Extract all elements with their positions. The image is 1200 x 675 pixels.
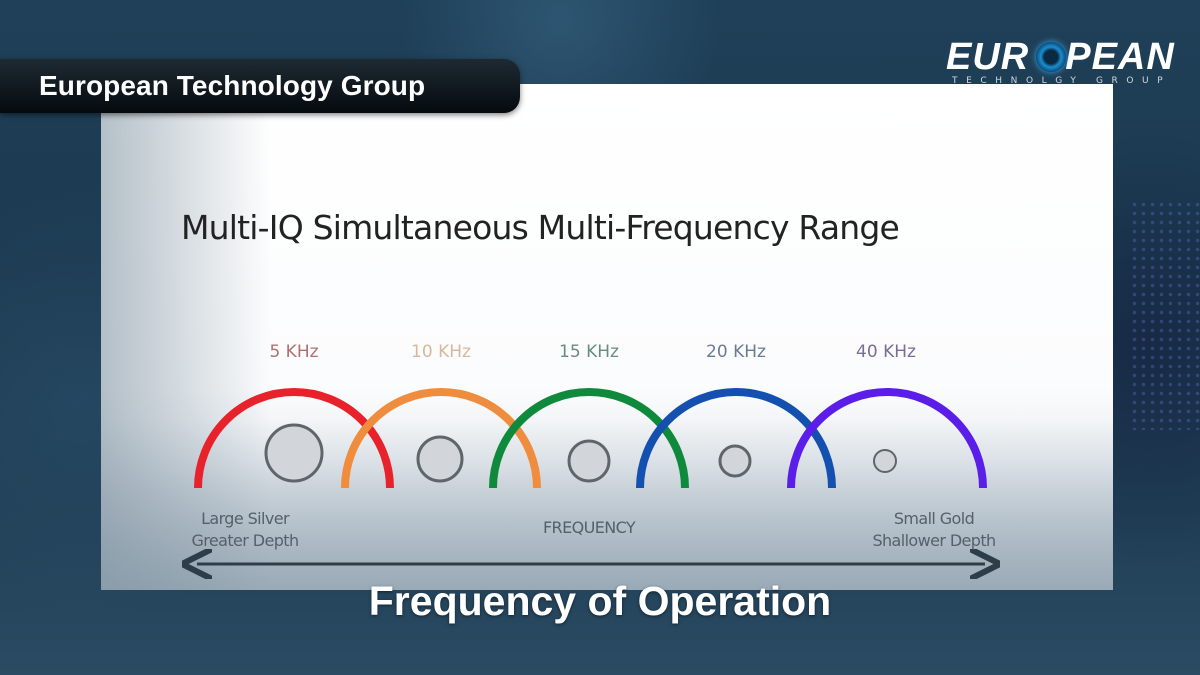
arc-5khz <box>194 388 394 489</box>
right-label-line2: Shallower Depth <box>872 531 996 550</box>
target-medium <box>567 439 611 483</box>
target-medium-large <box>416 435 464 483</box>
frequency-label-20khz: 20 KHz <box>706 342 766 362</box>
frequency-arcs-diagram <box>101 388 1113 590</box>
logo-wordmark: EUR PEAN <box>946 38 1175 76</box>
frequency-label-40khz: 40 KHz <box>856 342 916 362</box>
right-depth-label: Small Gold Shallower Depth <box>844 508 1024 552</box>
frequency-axis-label: FREQUENCY <box>542 518 636 537</box>
arc-40khz <box>787 388 987 489</box>
company-logo: EUR PEAN TECHNOLGY GROUP <box>946 38 1178 86</box>
target-large-silver <box>264 423 324 483</box>
swirl-o-icon <box>1035 41 1067 73</box>
channel-banner: European Technology Group <box>0 59 520 113</box>
decorative-dot-pattern <box>1130 200 1200 430</box>
target-small-gold <box>873 449 897 473</box>
slide-panel: Multi-IQ Simultaneous Multi-Frequency Ra… <box>101 84 1113 590</box>
frequency-label-10khz: 10 KHz <box>411 342 471 362</box>
banner-title: European Technology Group <box>39 70 426 101</box>
left-label-line1: Large Silver <box>201 509 289 528</box>
caption-subtitle: Frequency of Operation <box>368 578 832 624</box>
slide-title: Multi-IQ Simultaneous Multi-Frequency Ra… <box>181 208 900 247</box>
logo-subtitle: TECHNOLGY GROUP <box>952 76 1172 86</box>
frequency-label-5khz: 5 KHz <box>269 342 319 362</box>
frequency-label-15khz: 15 KHz <box>559 342 619 362</box>
target-small <box>718 444 752 478</box>
arc-10khz <box>341 388 541 489</box>
logo-text-left: EUR <box>946 36 1030 78</box>
logo-text-right: PEAN <box>1065 36 1175 78</box>
left-label-line2: Greater Depth <box>191 531 300 550</box>
arc-20khz <box>636 388 836 489</box>
left-depth-label: Large Silver Greater Depth <box>155 508 335 552</box>
right-label-line1: Small Gold <box>893 509 975 528</box>
arc-15khz <box>489 388 689 489</box>
